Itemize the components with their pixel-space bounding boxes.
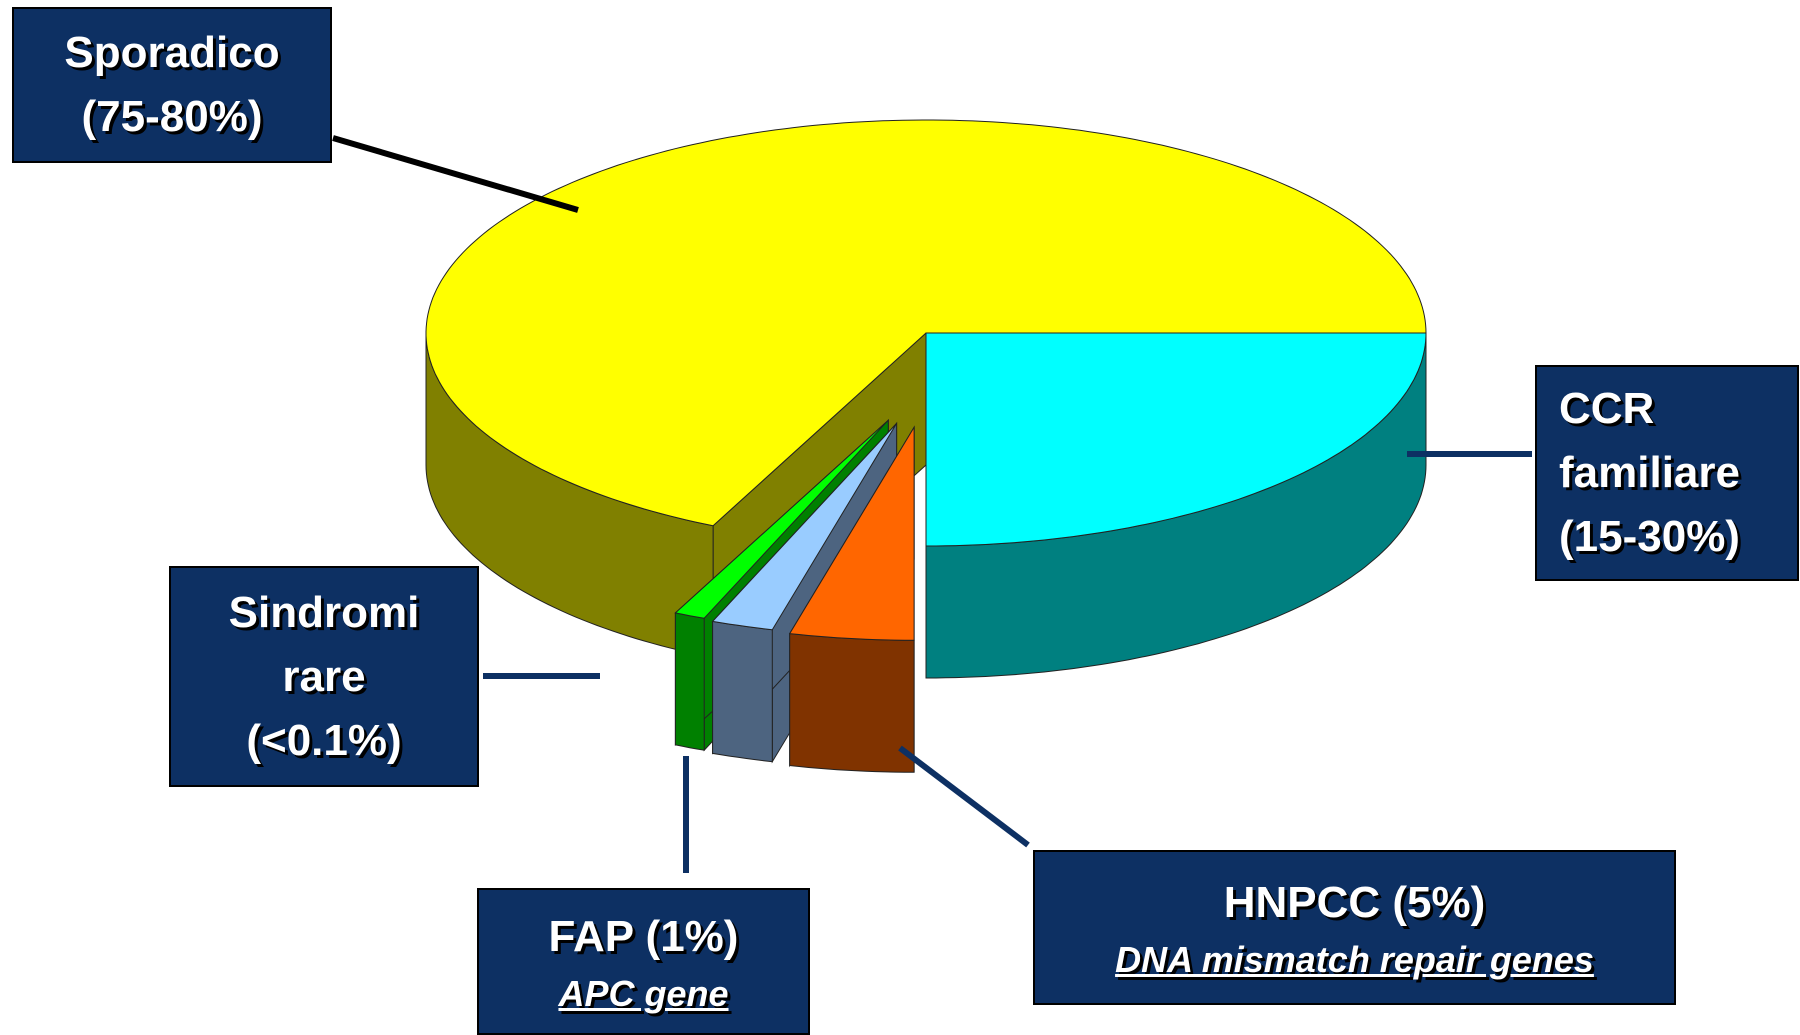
label-text: (75-80%) (81, 92, 263, 141)
pie-slice (788, 425, 915, 773)
label-text: Sporadico (64, 28, 280, 77)
slice-top (711, 423, 898, 631)
annotation: DNA mismatch repair genes (1115, 938, 1594, 980)
leader-line (898, 745, 1030, 848)
label-box: Sporadico (75-80%) (12, 7, 332, 163)
slice-side (789, 633, 915, 773)
leader-line (332, 135, 579, 213)
label-box: CCR familiare (15-30%) (1535, 365, 1799, 581)
label-text: Sindromi (228, 587, 420, 637)
label-text: HNPCC (5%) (1223, 877, 1486, 927)
label-text: CCR (1559, 384, 1655, 433)
label-text: (<0.1%) (246, 715, 402, 765)
label-box: HNPCC (5%) DNA mismatch repair genes (1033, 850, 1676, 1005)
slice-top (674, 419, 889, 619)
pie-slice (925, 332, 1427, 679)
slice-top (425, 119, 1427, 527)
label-text: rare (282, 651, 366, 701)
label-box: Sindromi rare (<0.1%) (169, 566, 479, 787)
label-text: FAP (1%) (548, 911, 739, 961)
annotation: APC gene (558, 972, 729, 1014)
slice-side (674, 612, 705, 751)
label-text: familiare (1559, 448, 1740, 497)
label-text: (15-30%) (1559, 512, 1740, 561)
slice-top (925, 332, 1427, 547)
slice-side (712, 620, 773, 763)
label-box: FAP (1%) APC gene (477, 888, 810, 1035)
slice-top (788, 425, 915, 641)
